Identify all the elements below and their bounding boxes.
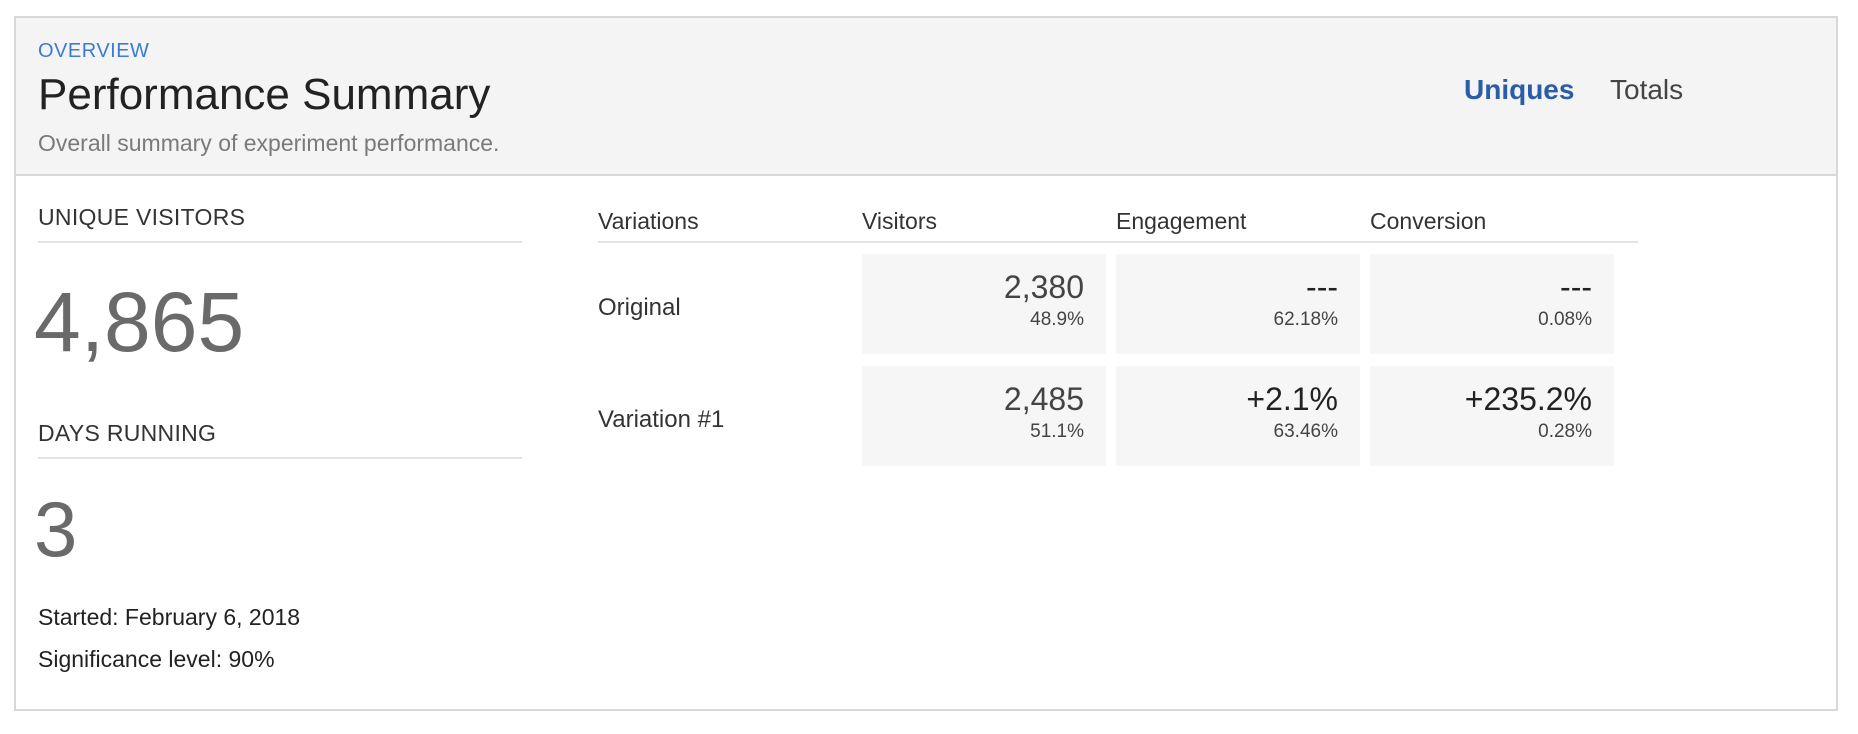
column-header-conversion: Conversion	[1370, 208, 1487, 234]
uniques-toggle[interactable]: Uniques	[1464, 74, 1575, 105]
unique-visitors-value: 4,865	[34, 275, 245, 369]
cell-main-value: 2,380	[1003, 269, 1084, 305]
card-header: OVERVIEW Performance Summary Overall sum…	[16, 18, 1836, 176]
cell-sub-value: 63.46%	[1273, 421, 1338, 442]
row-label-variation-1: Variation #1	[598, 406, 725, 433]
unique-visitors-label: UNIQUE VISITORS	[38, 204, 522, 243]
cell-sub-value: 62.18%	[1273, 309, 1338, 330]
days-running-label: DAYS RUNNING	[38, 420, 522, 459]
cell-variation-1-conversion: +235.2% 0.28%	[1370, 366, 1614, 466]
significance-level: Significance level: 90%	[38, 646, 275, 672]
cell-variation-1-engagement: +2.1% 63.46%	[1116, 366, 1360, 466]
cell-main-value: 2,485	[1003, 381, 1084, 417]
cell-sub-value: 48.9%	[1030, 309, 1084, 330]
days-running-value: 3	[34, 485, 78, 573]
cell-sub-value: 0.08%	[1538, 309, 1592, 330]
row-label-original: Original	[598, 294, 681, 321]
cell-main-value: ---	[1560, 269, 1592, 305]
column-header-visitors: Visitors	[862, 208, 937, 234]
started-date: Started: February 6, 2018	[38, 604, 301, 630]
performance-summary-card: OVERVIEW Performance Summary Overall sum…	[14, 16, 1838, 711]
cell-sub-value: 0.28%	[1538, 421, 1592, 442]
overview-eyebrow: OVERVIEW	[38, 40, 150, 62]
cell-main-value: +235.2%	[1464, 381, 1592, 417]
column-header-variations: Variations	[598, 208, 699, 234]
cell-sub-value: 51.1%	[1030, 421, 1084, 442]
cell-variation-1-visitors: 2,485 51.1%	[862, 366, 1106, 466]
table-header-divider	[598, 241, 1638, 243]
cell-original-visitors: 2,380 48.9%	[862, 254, 1106, 354]
cell-original-engagement: --- 62.18%	[1116, 254, 1360, 354]
cell-main-value: +2.1%	[1246, 381, 1338, 417]
cell-original-conversion: --- 0.08%	[1370, 254, 1614, 354]
column-header-engagement: Engagement	[1116, 208, 1247, 234]
totals-toggle[interactable]: Totals	[1610, 74, 1684, 105]
cell-main-value: ---	[1306, 269, 1338, 305]
page-subtitle: Overall summary of experiment performanc…	[38, 130, 500, 156]
page-title: Performance Summary	[38, 70, 491, 119]
